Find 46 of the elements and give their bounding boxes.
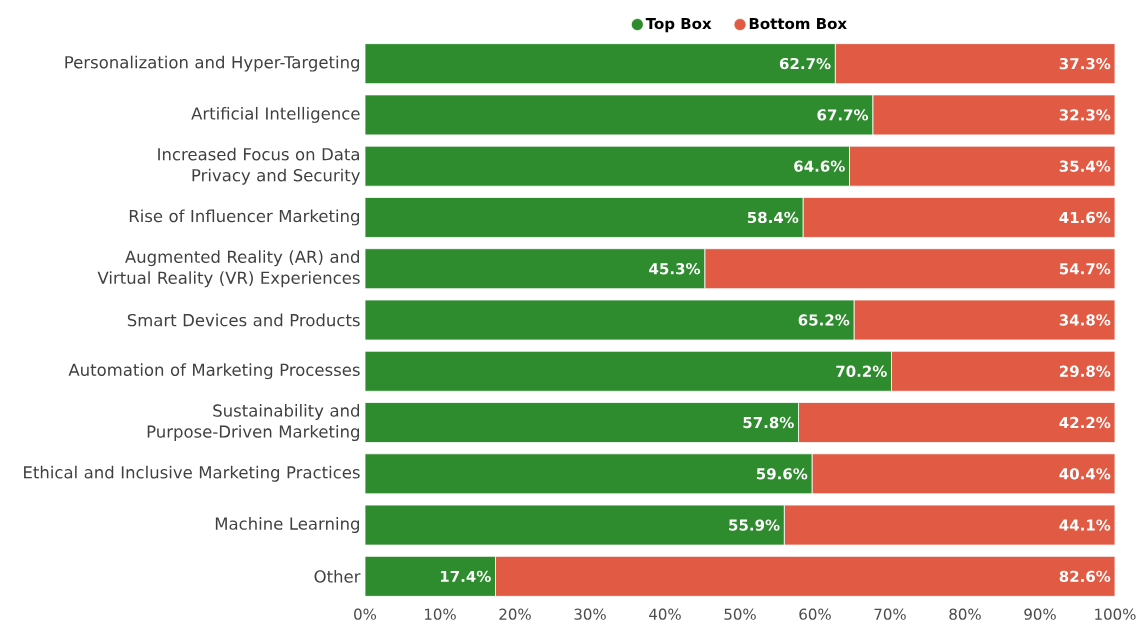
data-label: 34.8% <box>1059 314 1111 326</box>
data-label: 29.8% <box>1059 365 1111 377</box>
data-label: 59.6% <box>756 468 808 480</box>
x-tick-label: 20% <box>499 608 531 620</box>
x-tick-label: 60% <box>799 608 831 620</box>
data-label: 44.1% <box>1059 519 1111 531</box>
y-tick-label: Other <box>314 569 361 583</box>
data-label: 65.2% <box>798 314 850 326</box>
data-label: 62.7% <box>779 57 831 70</box>
data-label: 35.4% <box>1059 160 1111 172</box>
y-tick-label: Augmented Reality (AR) and Virtual Reality (VR) Experiences <box>97 250 360 288</box>
data-label: 54.7% <box>1059 263 1111 275</box>
y-tick-label: Sustainability and Purpose-Driven Marketing <box>147 404 359 442</box>
data-label: 57.8% <box>743 416 794 429</box>
data-label: 17.4% <box>440 570 491 583</box>
data-label: 40.4% <box>1059 468 1111 480</box>
y-tick-label: Rise of Influencer Marketing <box>129 209 359 226</box>
y-tick-label: Artificial Intelligence <box>191 106 360 123</box>
data-label: 41.6% <box>1059 211 1111 224</box>
y-tick-label: Smart Devices and Products <box>127 313 360 327</box>
x-tick-label: 30% <box>574 608 606 620</box>
y-tick-label: Machine Learning <box>215 517 359 534</box>
y-tick-label: Automation of Marketing Processes <box>68 363 360 380</box>
x-tick-label: 70% <box>874 608 906 620</box>
y-tick-label: Personalization and Hyper-Targeting <box>65 55 360 72</box>
y-tick-label: Increased Focus on Data Privacy and Security <box>158 147 360 185</box>
x-tick-label: 100% <box>1095 608 1136 620</box>
x-tick-label: 0% <box>354 608 377 620</box>
data-label: 42.2% <box>1059 416 1111 429</box>
data-label: 45.3% <box>649 263 701 275</box>
y-tick-label: Ethical and Inclusive Marketing Practices <box>24 465 360 482</box>
data-label: 82.6% <box>1059 570 1111 583</box>
data-label: 32.3% <box>1059 109 1111 121</box>
data-label: 64.6% <box>794 160 845 172</box>
data-label: 55.9% <box>729 519 780 531</box>
x-tick-label: 50% <box>724 608 756 620</box>
legend-label: Bottom Box <box>749 18 847 30</box>
x-tick-label: 80% <box>949 608 981 620</box>
x-tick-label: 40% <box>649 608 681 620</box>
data-label: 67.7% <box>817 109 869 121</box>
data-label: 58.4% <box>747 211 799 224</box>
x-tick-label: 90% <box>1024 608 1056 620</box>
data-label: 37.3% <box>1059 57 1111 70</box>
data-label: 70.2% <box>836 365 887 377</box>
legend-label: Top Box <box>645 18 712 33</box>
x-tick-label: 10% <box>424 608 456 620</box>
